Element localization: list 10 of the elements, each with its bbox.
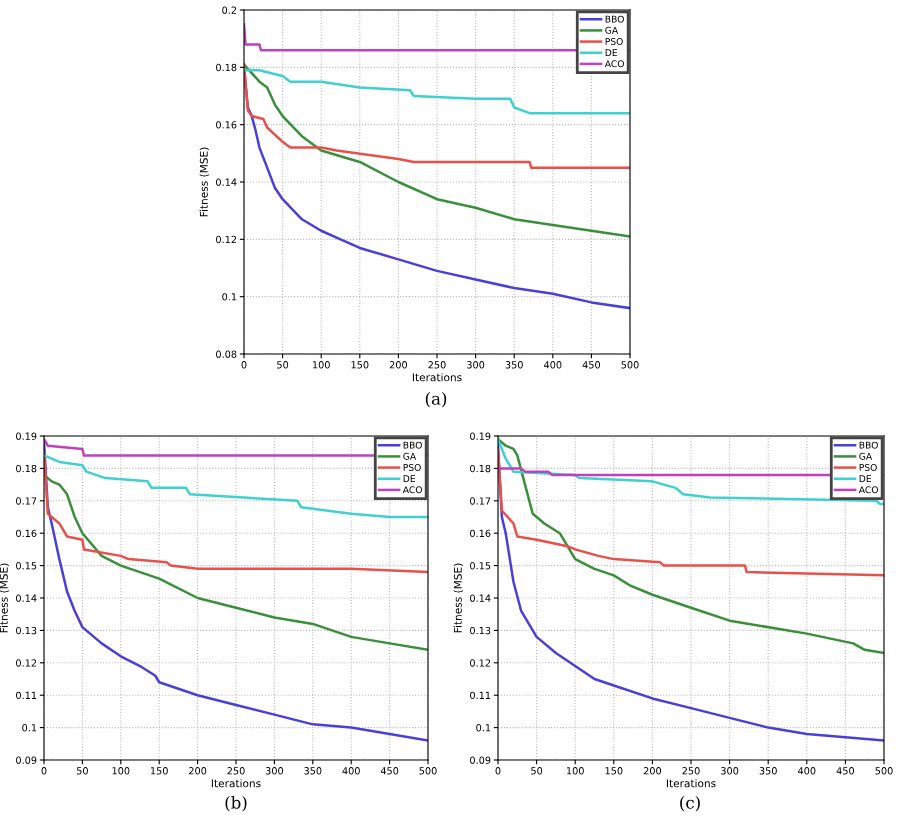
- line-series: [44, 454, 428, 519]
- text: (a): [425, 391, 447, 408]
- line-series: [244, 63, 630, 238]
- line-series: [244, 68, 630, 115]
- line-series: [498, 447, 884, 577]
- line-series: [44, 473, 428, 652]
- text: (c): [680, 795, 700, 812]
- line-series: [244, 63, 630, 169]
- text: (b): [225, 795, 247, 812]
- line-series: [44, 441, 428, 742]
